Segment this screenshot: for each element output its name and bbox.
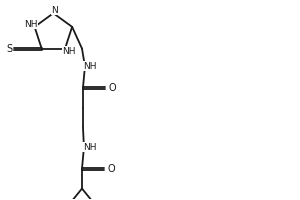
Text: N: N [26, 21, 33, 30]
Text: N: N [51, 6, 58, 15]
Text: NH: NH [82, 143, 96, 152]
Text: NH: NH [24, 20, 38, 29]
Text: NH: NH [84, 62, 97, 71]
Text: O: O [109, 83, 116, 93]
Text: S: S [6, 44, 12, 54]
Text: O: O [108, 164, 116, 174]
Text: NH: NH [62, 47, 76, 56]
Text: N: N [26, 21, 33, 30]
